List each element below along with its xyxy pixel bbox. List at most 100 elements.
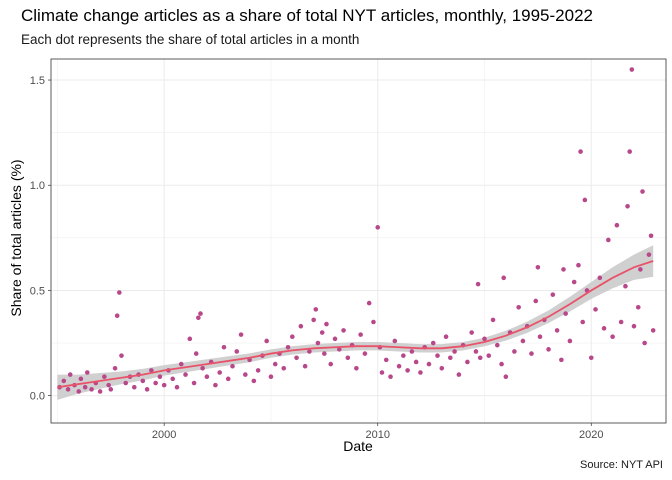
data-point — [582, 197, 588, 203]
y-tick-label: 0.5 — [30, 285, 45, 297]
data-point — [234, 349, 240, 354]
data-point — [82, 384, 88, 390]
data-point — [307, 349, 312, 354]
data-point — [85, 370, 90, 375]
data-point — [170, 376, 176, 382]
data-point — [413, 359, 419, 365]
data-point — [477, 355, 483, 361]
x-axis-title: Date — [343, 438, 373, 454]
data-point — [443, 334, 449, 340]
data-point — [144, 387, 150, 392]
data-point — [516, 304, 521, 310]
data-point — [140, 378, 146, 384]
data-point — [635, 304, 641, 310]
data-point — [354, 365, 359, 371]
data-point — [475, 281, 481, 287]
smooth-trend-line — [57, 260, 654, 389]
data-point — [486, 353, 492, 358]
data-point — [448, 355, 453, 361]
data-point — [174, 384, 180, 390]
data-point — [495, 342, 500, 348]
data-point — [642, 340, 647, 346]
data-points — [57, 67, 656, 394]
data-point — [588, 355, 594, 361]
data-point — [336, 347, 342, 352]
data-point — [187, 336, 193, 342]
confidence-band-area — [57, 245, 654, 400]
data-point — [65, 387, 71, 392]
data-point — [435, 353, 440, 358]
y-tick-label: 1.5 — [30, 75, 45, 87]
data-point — [178, 361, 184, 367]
data-point — [183, 372, 188, 377]
data-point — [366, 300, 372, 306]
data-point — [392, 338, 398, 344]
data-point — [409, 349, 415, 354]
data-point — [388, 374, 393, 380]
data-point — [198, 311, 203, 316]
grid-lines — [51, 59, 666, 423]
data-point — [114, 313, 120, 318]
data-point — [230, 363, 235, 369]
data-point — [650, 328, 656, 333]
data-point — [482, 336, 487, 342]
data-point — [571, 279, 577, 285]
data-point — [221, 344, 227, 350]
data-point — [512, 349, 517, 354]
data-point — [264, 338, 269, 344]
data-point — [623, 283, 628, 289]
data-point — [161, 382, 167, 388]
data-point — [580, 319, 586, 325]
data-point — [601, 326, 607, 331]
x-tick-label: 2020 — [579, 429, 603, 441]
data-point — [430, 340, 436, 346]
data-point — [358, 332, 363, 337]
data-point — [217, 370, 222, 375]
data-point — [629, 67, 635, 72]
axes: 2000 2010 2020 0.0 0.5 1.0 1.5 — [30, 58, 667, 441]
data-point — [578, 149, 583, 154]
data-point — [61, 378, 67, 384]
data-point — [102, 374, 107, 380]
data-point — [322, 351, 327, 356]
data-point — [196, 315, 201, 321]
data-point — [503, 374, 509, 380]
panel-border — [50, 58, 667, 424]
data-point — [319, 330, 325, 335]
data-point — [529, 351, 534, 356]
data-point — [345, 355, 351, 361]
y-axis-title: Share of total articles (%) — [8, 159, 24, 316]
data-point — [328, 361, 334, 367]
data-point — [76, 389, 82, 394]
data-point — [200, 365, 205, 371]
data-point — [396, 363, 402, 369]
data-point — [576, 262, 581, 268]
data-point — [563, 311, 568, 316]
data-point — [251, 378, 257, 384]
data-point — [157, 374, 163, 380]
y-tick-label: 0.0 — [30, 391, 45, 403]
data-point — [302, 363, 308, 369]
data-point — [456, 372, 462, 377]
data-point — [78, 376, 84, 382]
data-point — [272, 361, 278, 367]
chart-title: Climate change articles as a share of to… — [21, 6, 593, 25]
data-point — [490, 317, 496, 323]
data-point — [452, 349, 457, 354]
data-point — [362, 351, 368, 356]
data-point — [554, 328, 560, 333]
data-point — [520, 338, 526, 344]
data-point — [375, 225, 381, 230]
data-point — [648, 233, 654, 239]
data-point — [465, 359, 470, 365]
data-point — [225, 376, 231, 382]
data-point — [324, 321, 329, 327]
data-point — [537, 334, 543, 340]
data-point — [67, 372, 73, 377]
data-point — [401, 353, 406, 358]
data-point — [473, 349, 479, 354]
data-point — [559, 357, 564, 363]
chart-caption: Source: NYT API — [580, 459, 663, 471]
chart-subtitle: Each dot represents the share of total a… — [21, 32, 360, 47]
